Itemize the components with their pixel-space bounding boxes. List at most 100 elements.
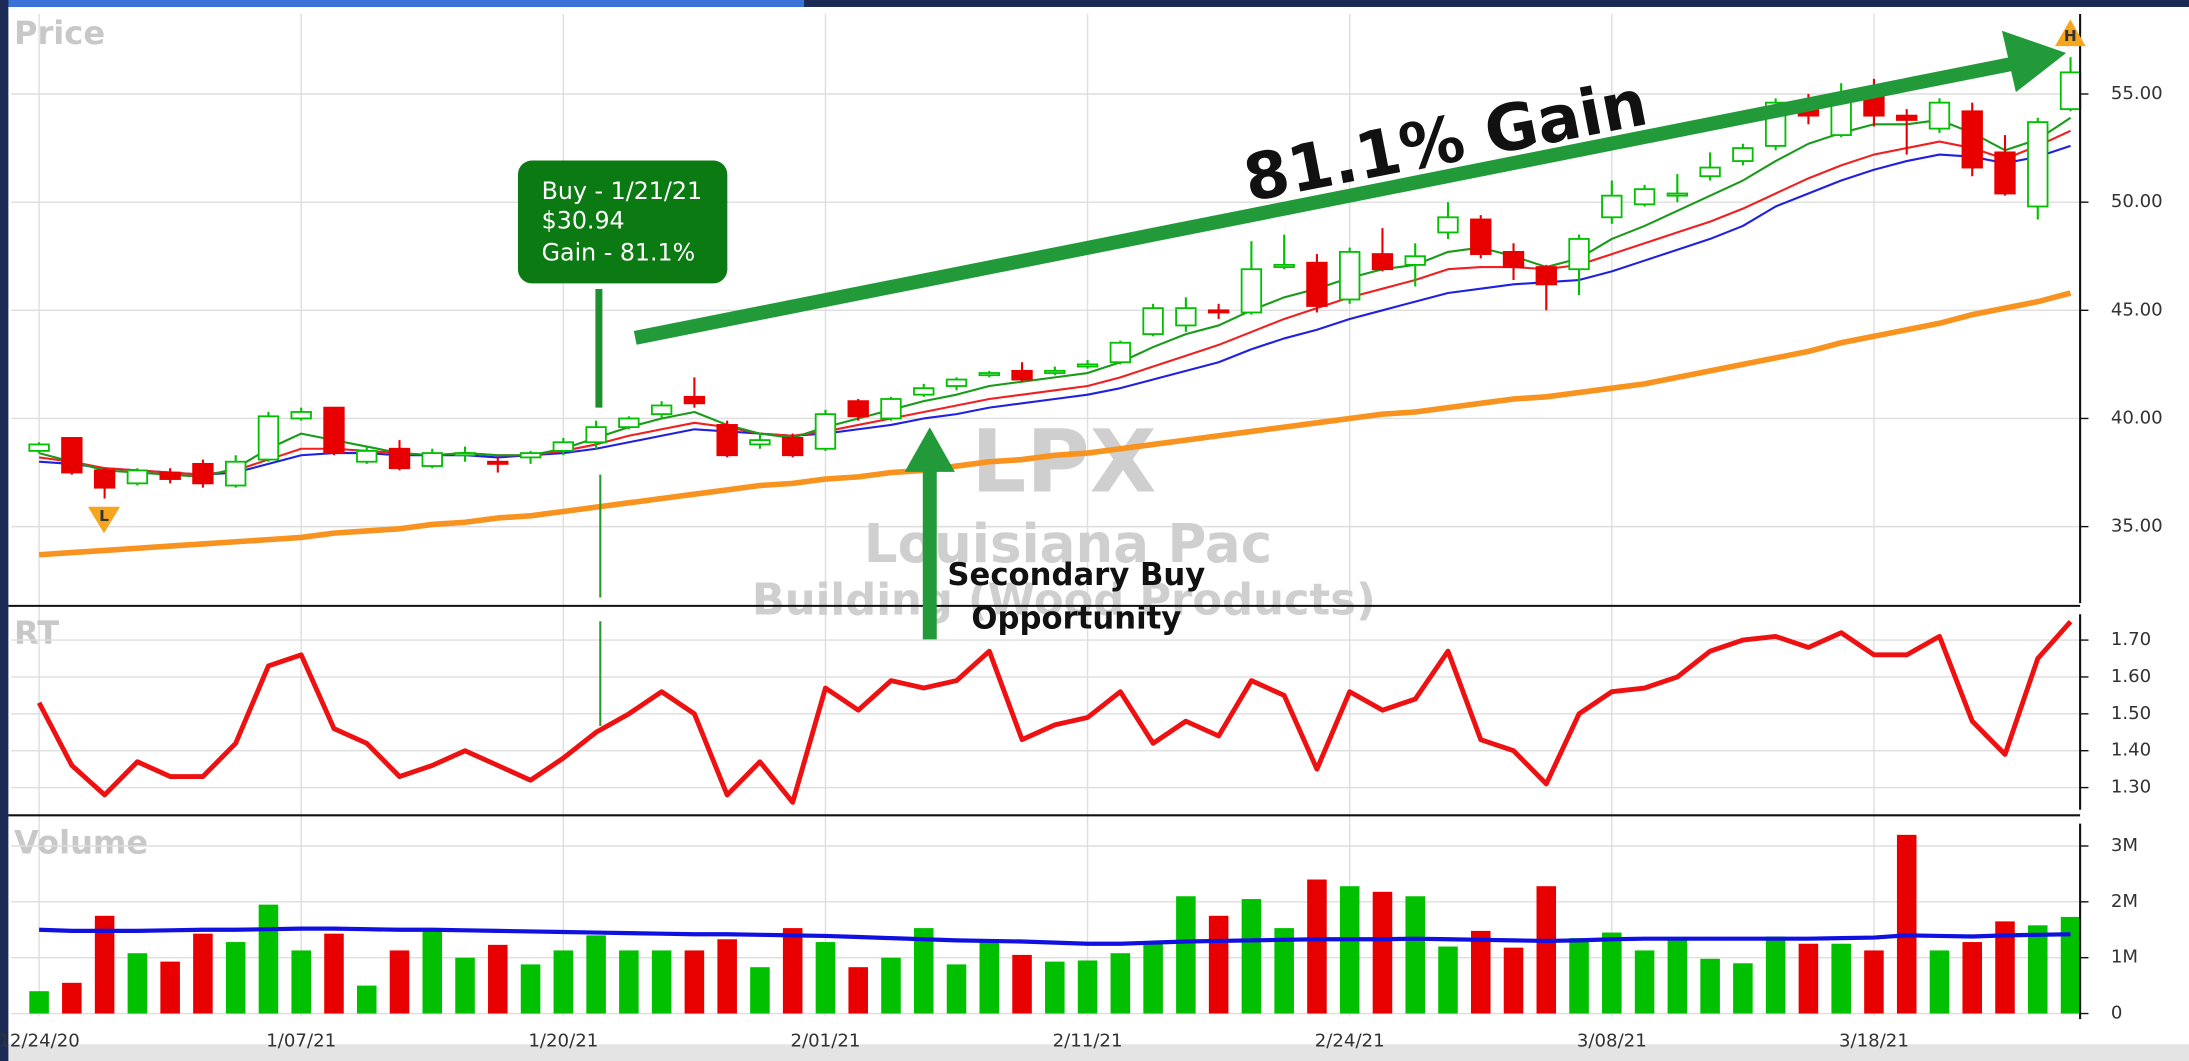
volume-bar [1208, 915, 1229, 1014]
buy-text: Gain - 81.1% [542, 239, 696, 267]
volume-bar [324, 933, 344, 1014]
watermark-industry: Building (Wood Products) [752, 576, 1376, 626]
volume-bar [815, 942, 836, 1014]
volume-bar [389, 950, 410, 1014]
volume-bar [1569, 938, 1589, 1014]
volume-bar [258, 904, 279, 1014]
volume-bar [1470, 930, 1491, 1014]
volume-bar [1045, 961, 1065, 1014]
volume-bar [619, 950, 639, 1014]
candle-body [1601, 194, 1623, 219]
candle-body [257, 415, 280, 461]
volume-bar [1307, 879, 1327, 1014]
y-tick-label: 1.30 [2111, 777, 2151, 798]
candle-body [585, 426, 607, 444]
volume-bar [1274, 928, 1294, 1014]
y-tick-label: 40.00 [2111, 407, 2163, 428]
volume-bar [684, 950, 705, 1014]
candle-body [913, 387, 935, 396]
volume-bar [1143, 942, 1163, 1014]
low-marker [87, 506, 121, 534]
volume-bar [1929, 950, 1950, 1014]
gain-arrowhead [2001, 30, 2067, 93]
candle-body [847, 400, 869, 418]
candle-body [93, 469, 116, 489]
candle-body [1633, 188, 1656, 206]
candle-body [61, 437, 83, 474]
volume-bar [94, 915, 115, 1014]
gain-arrow [633, 57, 2012, 345]
candle-body [1142, 307, 1164, 336]
volume-bar [422, 930, 443, 1014]
candle-body [552, 441, 575, 452]
candle-body [388, 447, 411, 470]
candle-body [1175, 307, 1197, 327]
candle-body [945, 378, 968, 387]
volume-bar [193, 933, 213, 1014]
candle-body [978, 372, 1000, 377]
volume-bar [881, 957, 901, 1014]
moving-average [39, 144, 2071, 476]
x-tick-label: 1/20/21 [528, 1030, 598, 1051]
frame [8, 13, 2082, 1020]
panel-title: RT [14, 614, 59, 652]
candle-body [1896, 114, 1918, 121]
y-tick-label: 1.60 [2111, 666, 2151, 687]
candle-body [1470, 218, 1492, 255]
volume-bar [1962, 942, 1983, 1014]
candle-body [618, 417, 640, 429]
candle-body [1502, 250, 1525, 268]
volume-bar [1700, 958, 1720, 1014]
volume-bar [750, 967, 770, 1014]
low-marker-label: L [99, 507, 109, 525]
volume-bar [1864, 950, 1884, 1014]
data-layer: 12/24/20 1/07/21 1/20/21 2/01/21 2/11/21 2/24… [0, 57, 2163, 1051]
volume-bar [717, 939, 737, 1014]
y-tick-label: 3M [2111, 835, 2138, 856]
volume-bar [1995, 921, 2015, 1014]
candle-body [1404, 255, 1426, 266]
candle-body [1306, 261, 1328, 307]
volume-bar [1896, 834, 1917, 1014]
volume-bar [553, 950, 574, 1014]
volume-bar [160, 961, 180, 1014]
candle-body [2059, 71, 2082, 111]
volume-bar [1765, 936, 1786, 1014]
volume-bar [356, 985, 377, 1014]
x-tick-label: 2/01/21 [791, 1030, 861, 1051]
candle-body [126, 469, 149, 485]
volume-bar [62, 982, 82, 1014]
candle-body [1732, 147, 1754, 162]
candle-body [1699, 166, 1721, 178]
volume-bar [127, 953, 148, 1014]
candle-body [880, 398, 902, 420]
candle-body [290, 411, 312, 420]
candle-body [192, 462, 214, 485]
y-tick-label: 1.40 [2111, 740, 2151, 761]
candle-body [487, 460, 509, 465]
candle-body [454, 452, 476, 457]
y-tick-label: 1.70 [2111, 629, 2151, 650]
y-tick-label: 1M [2111, 947, 2138, 968]
x-tick-label: 2/11/21 [1053, 1030, 1123, 1051]
volume-bar [1339, 886, 1360, 1014]
volume-bar [225, 942, 246, 1014]
candle-body [1961, 110, 1983, 169]
volume-bar [1110, 953, 1131, 1014]
candle-body [1535, 266, 1557, 286]
high-marker [2054, 19, 2086, 47]
volume-bar [1241, 899, 1262, 1014]
candle-body [749, 439, 771, 446]
candle-body [1044, 369, 1066, 374]
x-tick-label: 2/24/21 [1315, 1030, 1385, 1051]
volume-bar [29, 991, 49, 1014]
volume-bar [1405, 896, 1425, 1014]
candle-body [814, 413, 837, 450]
volume-bar [586, 935, 606, 1014]
candle-body [1076, 363, 1099, 368]
volume-bar [1176, 896, 1196, 1014]
volume-bar [488, 944, 508, 1014]
volume-bar [291, 950, 311, 1014]
volume-bar [2027, 925, 2048, 1014]
y-tick-label: 55.00 [2111, 83, 2163, 104]
